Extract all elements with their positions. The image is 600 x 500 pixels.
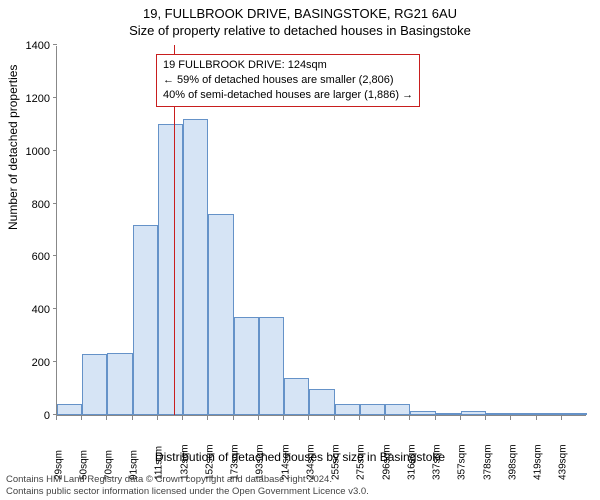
histogram-bar [234,317,259,415]
footer-attribution: Contains HM Land Registry data © Crown c… [6,474,369,498]
histogram-bar [133,225,158,415]
y-tick-label: 0 [10,410,50,422]
histogram-bar [158,124,183,415]
histogram-bar [107,353,132,415]
title-address: 19, FULLBROOK DRIVE, BASINGSTOKE, RG21 6… [0,0,600,23]
histogram-bar [284,378,309,415]
annotation-line2: ← 59% of detached houses are smaller (2,… [163,73,413,88]
histogram-bar [82,354,107,415]
chart-container: 19, FULLBROOK DRIVE, BASINGSTOKE, RG21 6… [0,0,600,500]
histogram-bar [562,413,587,415]
histogram-bar [511,413,536,415]
histogram-bar [385,404,410,415]
annotation-line1: 19 FULLBROOK DRIVE: 124sqm [163,58,413,73]
histogram-bar [259,317,284,415]
histogram-bar [486,413,511,415]
histogram-bar [537,413,562,415]
y-tick-label: 1000 [10,146,50,158]
histogram-bar [410,411,435,415]
x-axis-label: Distribution of detached houses by size … [0,450,600,464]
y-tick-label: 800 [10,199,50,211]
y-tick-label: 400 [10,304,50,316]
y-tick-label: 200 [10,357,50,369]
histogram-bar [461,411,486,415]
y-tick-label: 1200 [10,93,50,105]
histogram-bar [208,214,233,415]
histogram-bar [183,119,208,415]
histogram-bar [335,404,360,415]
histogram-bar [57,404,82,415]
histogram-bar [309,389,334,415]
histogram-bar [436,413,461,415]
title-subtitle: Size of property relative to detached ho… [0,23,600,40]
annotation-box: 19 FULLBROOK DRIVE: 124sqm ← 59% of deta… [156,54,420,107]
footer-line2: Contains public sector information licen… [6,486,369,498]
annotation-line3: 40% of semi-detached houses are larger (… [163,88,413,103]
histogram-bar [360,404,385,415]
y-tick-label: 1400 [10,40,50,52]
y-tick-label: 600 [10,251,50,263]
plot-area: 19 FULLBROOK DRIVE: 124sqm ← 59% of deta… [56,46,586,416]
footer-line1: Contains HM Land Registry data © Crown c… [6,474,369,486]
